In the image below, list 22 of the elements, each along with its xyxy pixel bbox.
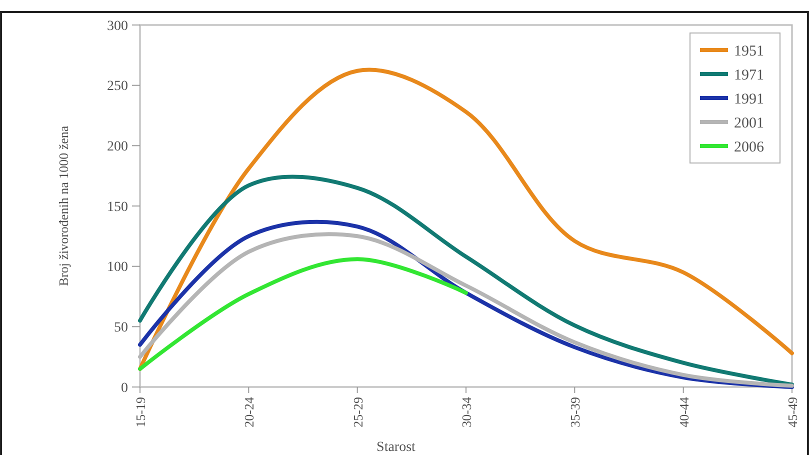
y-tick-label: 250 <box>107 79 128 94</box>
x-tick-label: 15-19 <box>133 397 148 428</box>
x-tick-label: 30-34 <box>459 396 474 428</box>
legend-label: 2001 <box>734 115 764 132</box>
y-tick-label: 200 <box>107 140 128 155</box>
legend-label: 2006 <box>734 139 764 156</box>
x-tick-label: 25-29 <box>350 397 366 428</box>
x-axis-title: Starost <box>376 440 416 455</box>
x-tick-label: 40-44 <box>676 396 692 428</box>
line-series <box>138 257 468 371</box>
y-tick-label: 0 <box>121 380 128 396</box>
legend-label: 1951 <box>734 43 764 60</box>
x-tick-label: 20-24 <box>242 396 257 428</box>
y-axis-title: Broj živorođenih na 1000 žena <box>56 126 71 286</box>
x-tick-label: 45-49 <box>785 397 800 428</box>
y-tick-label: 150 <box>107 200 128 215</box>
y-tick-label: 300 <box>107 18 128 34</box>
legend-label: 1971 <box>734 67 764 84</box>
y-tick-label: 50 <box>114 320 128 336</box>
x-tick-label: 35-39 <box>568 397 583 428</box>
y-tick-label: 100 <box>107 260 128 276</box>
legend-label: 1991 <box>734 91 764 108</box>
